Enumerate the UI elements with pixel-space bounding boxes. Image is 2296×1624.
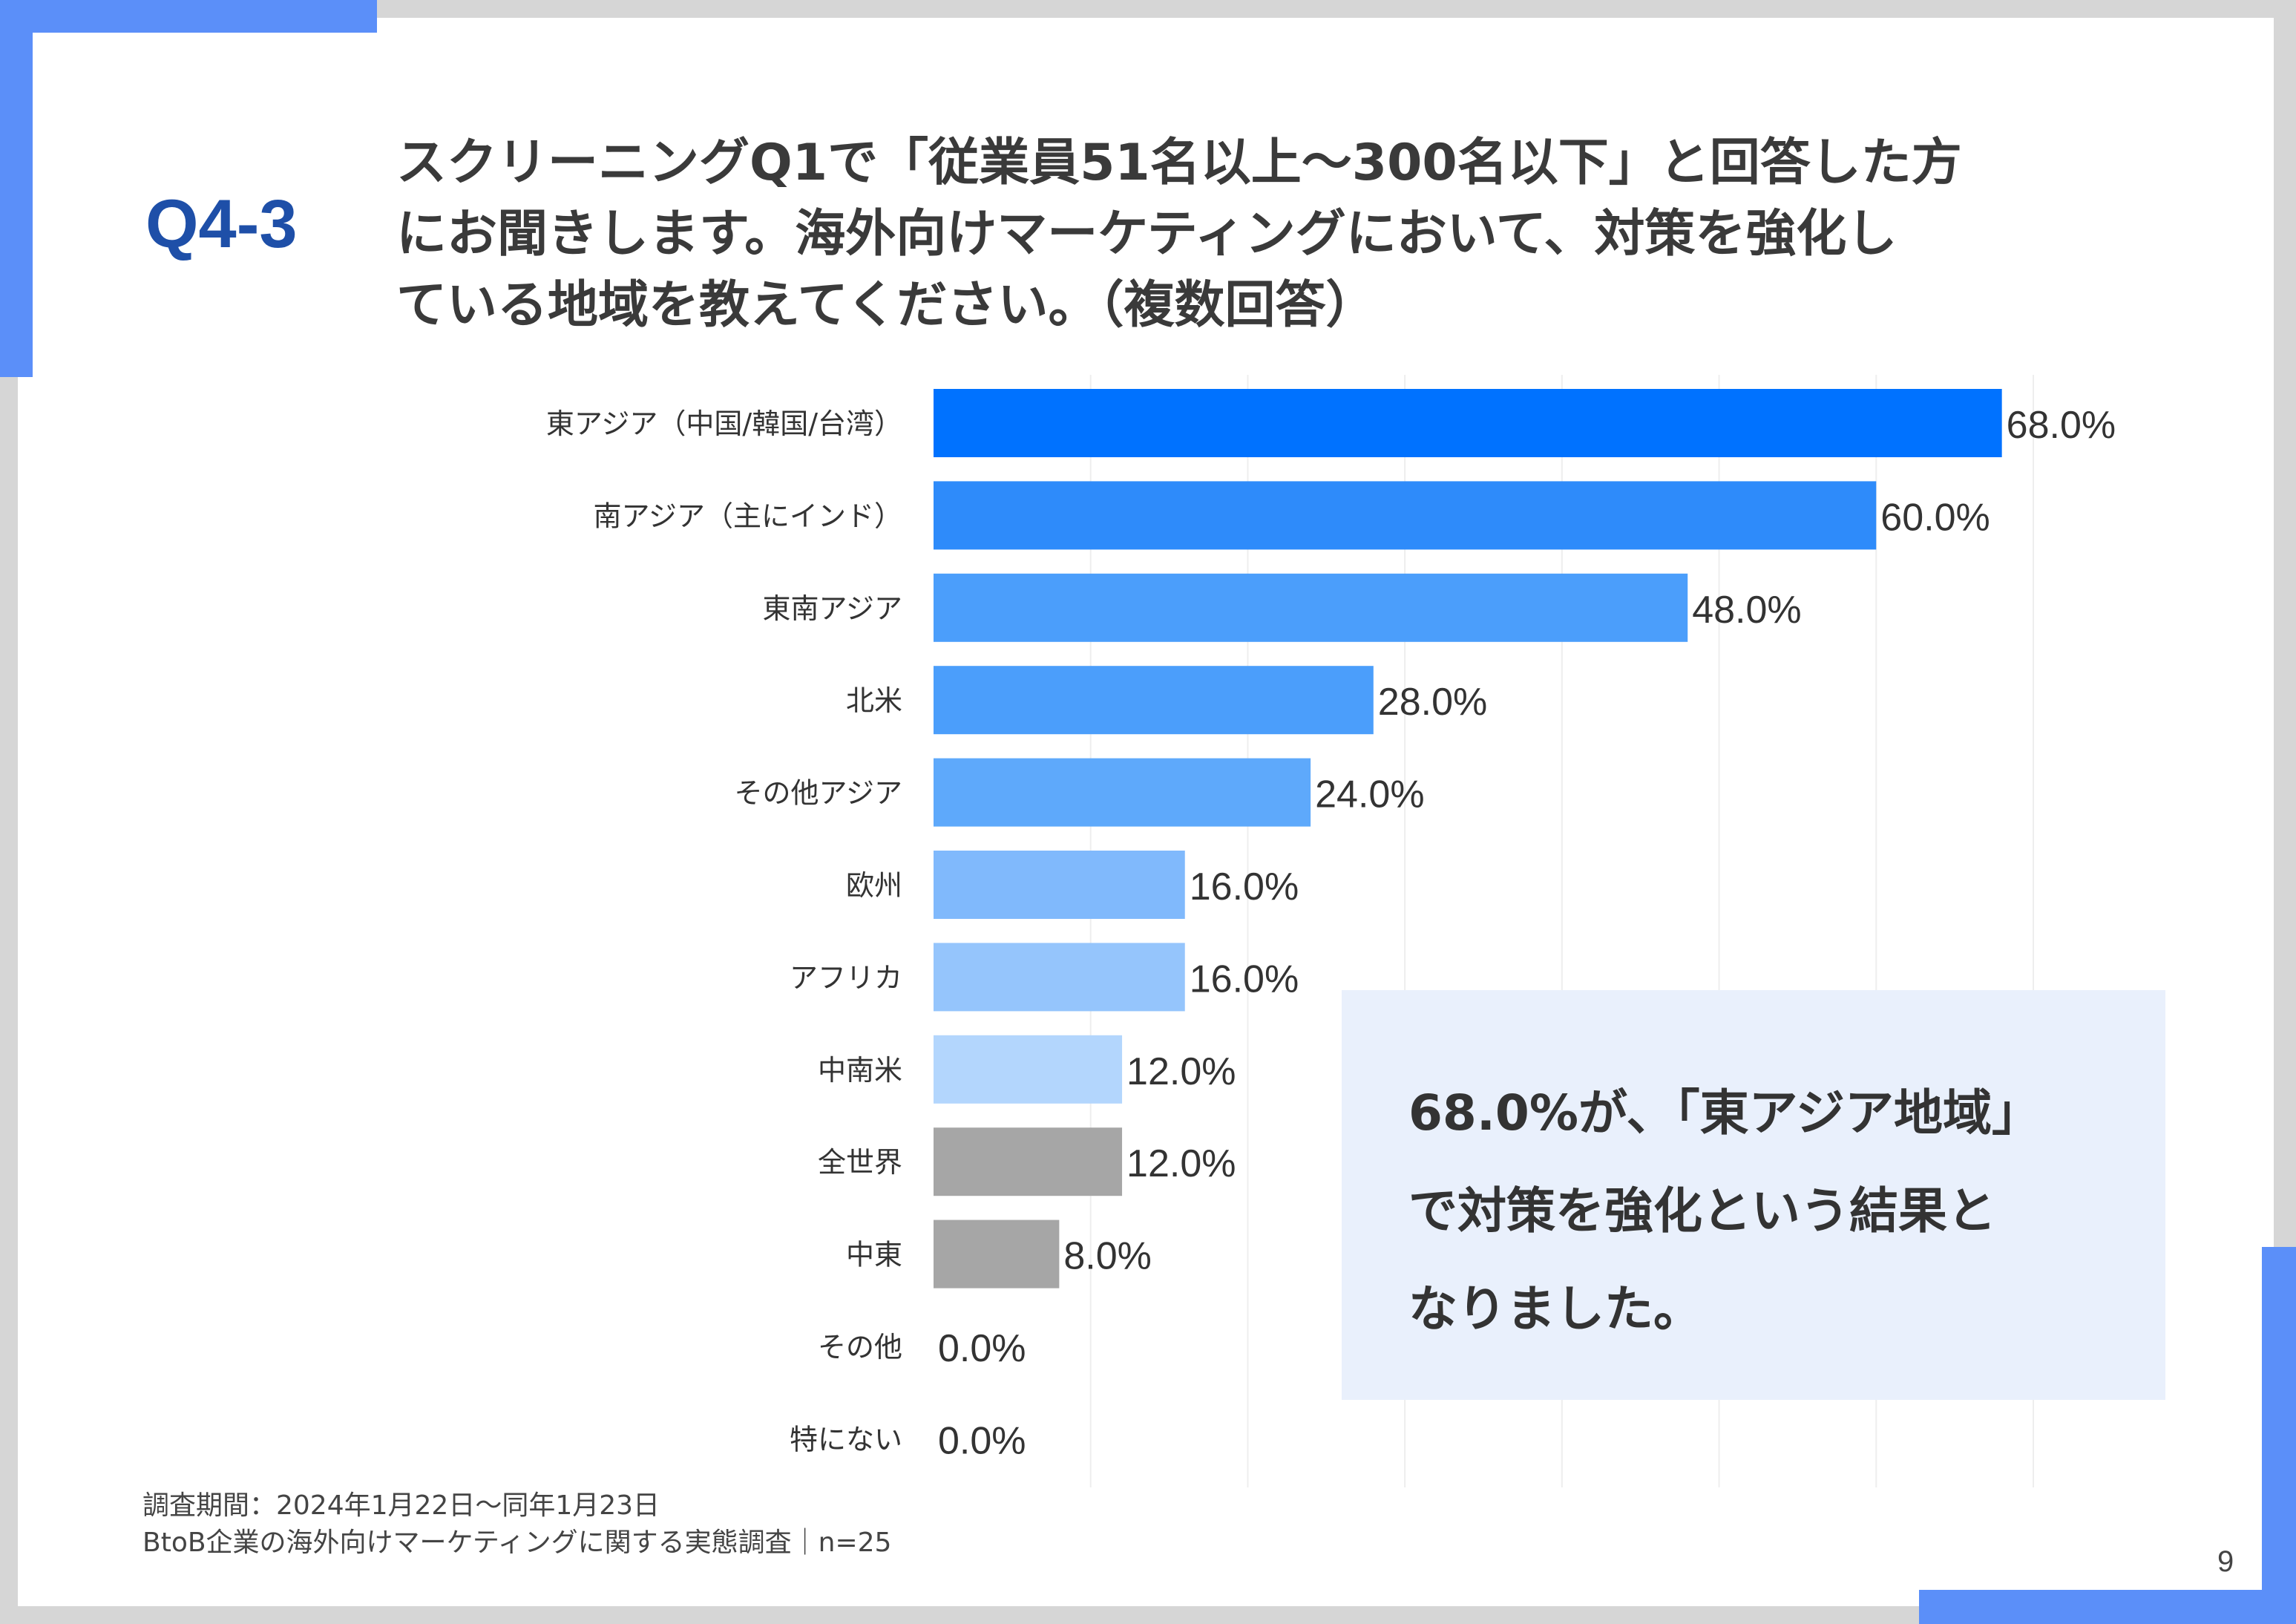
value-label: 12.0% xyxy=(1126,1050,1236,1093)
category-label: 東アジア（中国/韓国/台湾） xyxy=(546,407,902,440)
bar xyxy=(934,1035,1123,1104)
callout-text: 68.0%が、「東アジア地域」 で対策を強化という結果と なりました。 xyxy=(1408,1064,2041,1358)
value-label: 60.0% xyxy=(1880,496,1990,539)
top-left-accent-horizontal xyxy=(0,0,377,33)
category-label: その他アジア xyxy=(735,777,902,810)
category-label: 中南米 xyxy=(818,1054,902,1087)
category-label: その他 xyxy=(818,1331,902,1363)
labels: 東アジア（中国/韓国/台湾） 68.0% 南アジア（主にインド） 60.0% 東南アジア… xyxy=(546,404,2116,1462)
category-label: 欧州 xyxy=(846,869,902,902)
value-label: 8.0% xyxy=(1063,1235,1152,1278)
bar xyxy=(934,573,1688,642)
value-label: 48.0% xyxy=(1692,589,1801,632)
category-label: アフリカ xyxy=(790,961,902,994)
bar xyxy=(934,851,1185,919)
callout-line: で対策を強化という結果と xyxy=(1408,1182,1996,1240)
question-line: にお聞きします。海外向けマーケティングにおいて、対策を強化し xyxy=(396,205,1898,263)
value-label: 16.0% xyxy=(1190,865,1299,908)
survey-name: BtoB企業の海外向けマーケティングに関する実態調査｜n=25 xyxy=(142,1528,892,1558)
category-label: 東南アジア xyxy=(763,592,902,625)
category-label: 特にない xyxy=(790,1423,902,1456)
page-number: 9 xyxy=(2217,1545,2234,1578)
survey-period: 調査期間：2024年1月22日～同年1月23日 xyxy=(142,1490,660,1521)
category-label: 南アジア（主にインド） xyxy=(594,500,902,532)
footer-note: 調査期間：2024年1月22日～同年1月23日 BtoB企業の海外向けマーケティ… xyxy=(142,1487,891,1562)
top-left-accent-vertical xyxy=(0,0,33,377)
value-label: 68.0% xyxy=(2007,404,2116,447)
callout-line: なりました。 xyxy=(1408,1280,1702,1337)
category-label: 北米 xyxy=(846,684,902,717)
bar xyxy=(934,666,1374,735)
value-label: 12.0% xyxy=(1126,1142,1236,1185)
value-label: 28.0% xyxy=(1378,681,1487,724)
question-line: ている地域を教えてください。（複数回答） xyxy=(396,276,1377,335)
value-label: 0.0% xyxy=(938,1419,1026,1462)
bar xyxy=(934,758,1311,827)
bars xyxy=(934,389,2002,1289)
gridlines xyxy=(1089,375,2034,1487)
bottom-right-accent-horizontal xyxy=(1919,1590,2296,1624)
bar xyxy=(934,1219,1060,1289)
value-label: 0.0% xyxy=(938,1327,1026,1370)
bottom-right-accent-vertical xyxy=(2262,1247,2296,1624)
category-label: 全世界 xyxy=(818,1146,902,1179)
question-line: スクリーニングQ1で「従業員51名以上～300名以下」と回答した方 xyxy=(396,134,1962,192)
bar xyxy=(934,481,1877,550)
callout-line: 68.0%が、「東アジア地域」 xyxy=(1408,1084,2041,1142)
question-number: Q4-3 xyxy=(145,186,298,262)
question-text: スクリーニングQ1で「従業員51名以上～300名以下」と回答した方 にお聞きしま… xyxy=(396,128,2103,341)
value-label: 24.0% xyxy=(1315,773,1424,816)
value-label: 16.0% xyxy=(1190,957,1299,1001)
category-label: 中東 xyxy=(846,1239,902,1271)
bar xyxy=(934,943,1185,1012)
bar xyxy=(934,1127,1123,1196)
bar xyxy=(934,389,2002,457)
callout-box: 68.0%が、「東アジア地域」 で対策を強化という結果と なりました。 xyxy=(1342,990,2165,1400)
